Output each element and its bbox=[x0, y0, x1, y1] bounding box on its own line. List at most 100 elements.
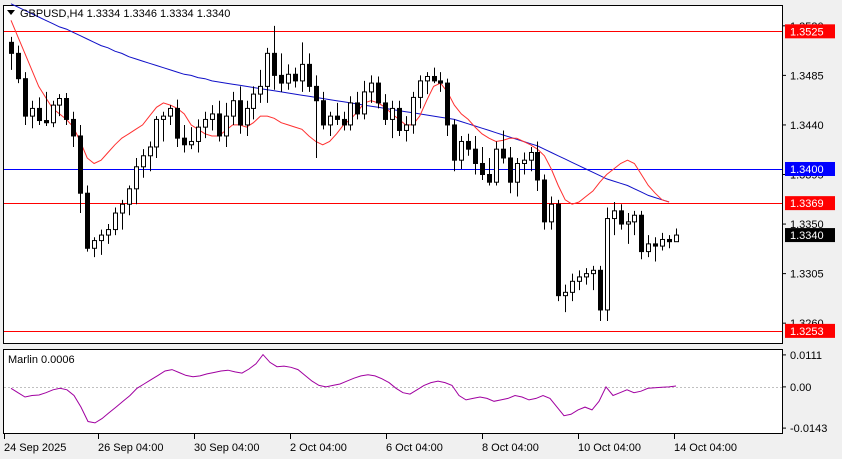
level-price-tag-label: 1.3369 bbox=[790, 198, 824, 210]
candle-bull bbox=[258, 85, 263, 95]
price-panel-background bbox=[3, 5, 783, 344]
candle-bear bbox=[598, 269, 603, 311]
candle-bull bbox=[577, 276, 582, 282]
candle-bull bbox=[224, 115, 229, 137]
candle-bull bbox=[605, 218, 610, 311]
candle-bull bbox=[300, 63, 305, 82]
candle-bear bbox=[397, 107, 402, 131]
candle-bull bbox=[660, 238, 665, 247]
candle-bull bbox=[245, 107, 250, 126]
candle-bull bbox=[51, 104, 56, 124]
candle-bull bbox=[148, 146, 153, 157]
price-tick-label: 1.3305 bbox=[790, 269, 824, 281]
time-tick-label: 26 Sep 04:00 bbox=[98, 442, 163, 454]
candle-bear bbox=[487, 174, 492, 183]
candle-bear bbox=[78, 135, 83, 194]
candle-bear bbox=[535, 151, 540, 181]
candle-bear bbox=[508, 157, 513, 183]
candle-bull bbox=[369, 82, 374, 93]
candle-bull bbox=[168, 107, 173, 117]
candle-bull bbox=[348, 102, 353, 126]
time-tick-label: 8 Oct 04:00 bbox=[482, 442, 539, 454]
candle-bear bbox=[473, 148, 478, 164]
candle-bull bbox=[92, 240, 97, 249]
candle-bear bbox=[44, 120, 49, 124]
candle-bear bbox=[85, 192, 90, 249]
candle-bull bbox=[529, 151, 534, 161]
candle-bull bbox=[626, 221, 631, 225]
indicator-panel-background bbox=[3, 349, 783, 433]
candle-bear bbox=[501, 148, 506, 159]
candle-bear bbox=[272, 52, 277, 76]
candle-bull bbox=[251, 93, 256, 109]
candle-bull bbox=[390, 107, 395, 120]
candle-bear bbox=[556, 203, 561, 297]
candle-bull bbox=[113, 212, 118, 231]
fast-moving-average-line bbox=[10, 20, 670, 205]
candle-bull bbox=[612, 210, 617, 220]
candle-bear bbox=[217, 113, 222, 137]
candle-bear bbox=[438, 80, 443, 84]
price-axis: 1.35301.34851.34401.33951.33501.33051.32… bbox=[782, 21, 835, 338]
level-price-tag-label: 1.3525 bbox=[790, 26, 824, 38]
candle-bear bbox=[452, 124, 457, 161]
candle-bull bbox=[522, 159, 527, 164]
candle-bull bbox=[674, 234, 679, 243]
candle-bear bbox=[9, 41, 14, 54]
candle-bear bbox=[619, 210, 624, 225]
level-price-tag bbox=[785, 196, 835, 211]
time-tick-label: 30 Sep 04:00 bbox=[194, 442, 259, 454]
candle-bull bbox=[189, 140, 194, 146]
candle-bear bbox=[71, 118, 76, 137]
candle-bull bbox=[563, 291, 568, 297]
candle-bear bbox=[376, 82, 381, 104]
candle-bull bbox=[141, 155, 146, 168]
time-axis: 24 Sep 2025 26 Sep 04:00 30 Sep 04:00 2 Oct… bbox=[4, 434, 737, 454]
candle-bear bbox=[16, 52, 21, 80]
oscillator-axis: 0.0111 0.00 -0.0143 bbox=[782, 350, 827, 435]
candle-bear bbox=[466, 140, 471, 150]
candle-bear bbox=[64, 98, 69, 120]
candle-bull bbox=[210, 113, 215, 120]
time-tick-label: 24 Sep 2025 bbox=[4, 442, 66, 454]
slow-moving-average-line bbox=[10, 3, 670, 203]
symbol-dropdown-icon[interactable] bbox=[7, 10, 15, 15]
candle-bull bbox=[265, 52, 270, 87]
candle-bull bbox=[286, 73, 291, 84]
candle-bull bbox=[30, 107, 35, 117]
candle-bear bbox=[279, 74, 284, 84]
candle-bear bbox=[639, 214, 644, 253]
candle-bear bbox=[238, 100, 243, 126]
candle-bear bbox=[182, 137, 187, 146]
horizontal-levels[interactable] bbox=[4, 31, 782, 332]
time-tick-label: 6 Oct 04:00 bbox=[386, 442, 443, 454]
oscillator-line bbox=[10, 353, 677, 424]
candle-bear bbox=[542, 179, 547, 223]
candle-bull bbox=[231, 100, 236, 117]
oscillator-tick-label: 0.0111 bbox=[790, 350, 822, 362]
price-tick-label: 1.3350 bbox=[790, 219, 824, 231]
candle-bear bbox=[175, 107, 180, 139]
candle-bull bbox=[404, 124, 409, 131]
time-tick-label: 10 Oct 04:00 bbox=[578, 442, 641, 454]
candle-bull bbox=[459, 140, 464, 161]
level-price-tag bbox=[785, 24, 835, 39]
candle-bear bbox=[653, 243, 658, 247]
candle-bull bbox=[418, 80, 423, 98]
candle-bear bbox=[355, 102, 360, 115]
candle-bull bbox=[646, 243, 651, 253]
moving-averages bbox=[10, 3, 670, 205]
candle-bear bbox=[445, 82, 450, 126]
candle-bear bbox=[342, 118, 347, 126]
candle-bear bbox=[23, 78, 28, 117]
current-price-tag-label: 1.3340 bbox=[790, 230, 824, 242]
level-price-tag-label: 1.3253 bbox=[790, 326, 824, 338]
candle-bull bbox=[515, 162, 520, 183]
candle-bear bbox=[335, 115, 340, 120]
candle-bull bbox=[134, 166, 139, 190]
candle-bull bbox=[99, 234, 104, 242]
candle-bull bbox=[494, 148, 499, 183]
candle-bull bbox=[106, 229, 111, 236]
candle-bull bbox=[154, 118, 159, 148]
